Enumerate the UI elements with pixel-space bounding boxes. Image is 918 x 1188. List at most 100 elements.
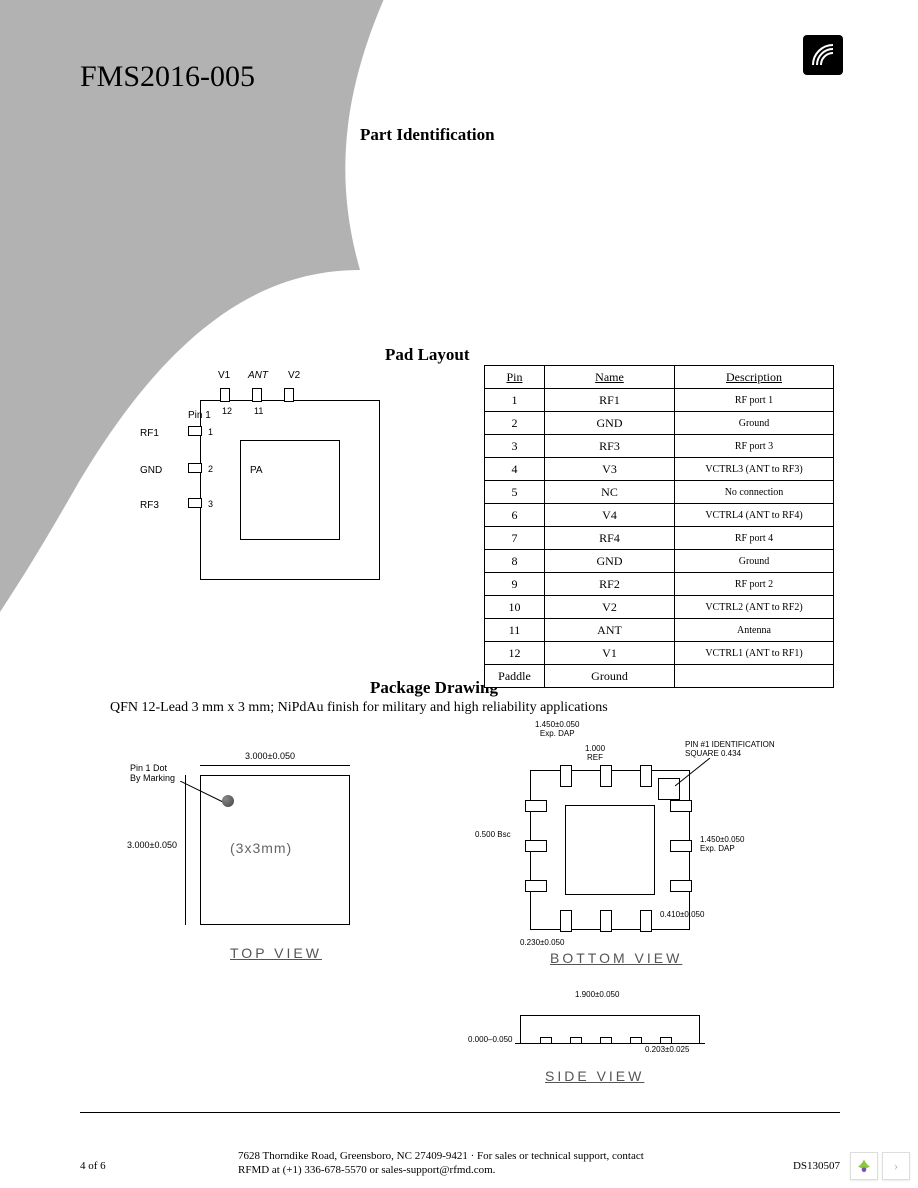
- cell-pin: 6: [485, 504, 545, 527]
- pin-num-1: 1: [208, 427, 213, 437]
- cell-pin: 1: [485, 389, 545, 412]
- top-label-v1: V1: [218, 370, 230, 381]
- heading-part-identification: Part Identification: [360, 125, 495, 145]
- bpad-6: [640, 910, 652, 932]
- table-row: 1RF1RF port 1: [485, 389, 834, 412]
- bpad-10: [640, 765, 652, 787]
- cell-desc: Antenna: [675, 619, 834, 642]
- pin-num-2: 2: [208, 464, 213, 474]
- pad-10: [284, 388, 294, 402]
- bpad-9: [670, 800, 692, 812]
- dim-sv-stand: 0.203±0.025: [645, 1045, 689, 1054]
- pin-num-11: 11: [254, 406, 263, 416]
- cell-name: V4: [545, 504, 675, 527]
- table-row: 12V1VCTRL1 (ANT to RF1): [485, 642, 834, 665]
- cell-name: GND: [545, 412, 675, 435]
- pad-2: [188, 463, 202, 473]
- cell-pin: 8: [485, 550, 545, 573]
- cell-pin: 4: [485, 458, 545, 481]
- cell-name: V3: [545, 458, 675, 481]
- table-row: 6V4VCTRL4 (ANT to RF4): [485, 504, 834, 527]
- cell-pin: Paddle: [485, 665, 545, 688]
- leg-5: [660, 1037, 672, 1043]
- leg-3: [600, 1037, 612, 1043]
- datasheet-page: FMS2016-005 Part Identification Pad Layo…: [0, 0, 918, 1188]
- cell-name: GND: [545, 550, 675, 573]
- heading-pad-layout: Pad Layout: [385, 345, 470, 365]
- footer-docid: DS130507: [793, 1160, 840, 1172]
- bpad-1: [525, 800, 547, 812]
- pin1-dot-note: Pin 1 Dot By Marking: [130, 763, 175, 783]
- leg-1: [540, 1037, 552, 1043]
- dap: [565, 805, 655, 895]
- pad-12: [220, 388, 230, 402]
- paddle-label: PA: [250, 465, 263, 476]
- table-row: 8GNDGround: [485, 550, 834, 573]
- table-row: 5NCNo connection: [485, 481, 834, 504]
- dim-w-line: [200, 765, 350, 766]
- cell-pin: 2: [485, 412, 545, 435]
- leg-2: [570, 1037, 582, 1043]
- table-row: PaddleGround: [485, 665, 834, 688]
- cell-name: RF2: [545, 573, 675, 596]
- pin1-id-square: [658, 778, 680, 800]
- table-row: 9RF2RF port 2: [485, 573, 834, 596]
- cell-name: V2: [545, 596, 675, 619]
- pad-1: [188, 426, 202, 436]
- package-note: QFN 12-Lead 3 mm x 3 mm; NiPdAu finish f…: [110, 700, 608, 716]
- dim-height: 3.000±0.050: [127, 840, 177, 850]
- viewer-next-button[interactable]: ›: [882, 1152, 910, 1180]
- cell-name: Ground: [545, 665, 675, 688]
- th-name: Name: [545, 366, 675, 389]
- pin1-label: Pin 1: [188, 410, 211, 421]
- cell-desc: VCTRL2 (ANT to RF2): [675, 596, 834, 619]
- cell-desc: VCTRL1 (ANT to RF1): [675, 642, 834, 665]
- footer-rule: [80, 1112, 840, 1113]
- cell-name: RF3: [545, 435, 675, 458]
- cell-pin: 9: [485, 573, 545, 596]
- side-baseline: [515, 1043, 705, 1044]
- brand-logo-icon: [803, 35, 843, 75]
- bpad-2: [525, 840, 547, 852]
- viewer-logo-icon: [855, 1157, 873, 1175]
- pad-11: [252, 388, 262, 402]
- bpad-8b: [670, 840, 692, 852]
- part-number: FMS2016-005: [80, 60, 255, 94]
- dim-dap-w: 1.450±0.050 Exp. DAP: [535, 720, 579, 738]
- table-row: 11ANTAntenna: [485, 619, 834, 642]
- footer-address: 7628 Thorndike Road, Greensboro, NC 2740…: [238, 1150, 658, 1178]
- cell-desc: RF port 3: [675, 435, 834, 458]
- bpad-4: [560, 910, 572, 932]
- leg-4: [630, 1037, 642, 1043]
- table-row: 10V2VCTRL2 (ANT to RF2): [485, 596, 834, 619]
- cell-desc: RF port 4: [675, 527, 834, 550]
- bpad-11: [600, 765, 612, 787]
- cell-name: RF1: [545, 389, 675, 412]
- footer-page: 4 of 6: [80, 1160, 106, 1172]
- cell-desc: VCTRL4 (ANT to RF4): [675, 504, 834, 527]
- pin-num-12: 12: [222, 406, 232, 416]
- table-row: 2GNDGround: [485, 412, 834, 435]
- cell-pin: 7: [485, 527, 545, 550]
- chevron-right-icon: ›: [894, 1158, 898, 1174]
- cell-name: NC: [545, 481, 675, 504]
- pad-3: [188, 498, 202, 508]
- top-label-ant: ANT: [248, 370, 268, 381]
- pad-layout-diagram: PA V1 ANT V2 12 11 Pin 1 RF1 GND RF3 1 2…: [140, 370, 400, 600]
- dim-lead-w: 0.230±0.050: [520, 938, 564, 947]
- table-row: 7RF4RF port 4: [485, 527, 834, 550]
- cell-pin: 3: [485, 435, 545, 458]
- cell-desc: Ground: [675, 550, 834, 573]
- cell-pin: 10: [485, 596, 545, 619]
- paddle: [240, 440, 340, 540]
- top-view-label: TOP VIEW: [230, 945, 322, 961]
- dim-h-line: [185, 775, 186, 925]
- cell-desc: VCTRL3 (ANT to RF3): [675, 458, 834, 481]
- viewer-logo-button[interactable]: [850, 1152, 878, 1180]
- side-view-label: SIDE VIEW: [545, 1068, 644, 1084]
- pin1-dot: [222, 795, 234, 807]
- cell-pin: 11: [485, 619, 545, 642]
- pin-table: Pin Name Description 1RF1RF port 12GNDGr…: [484, 365, 834, 688]
- cell-desc: RF port 1: [675, 389, 834, 412]
- viewer-nav: ›: [850, 1152, 910, 1180]
